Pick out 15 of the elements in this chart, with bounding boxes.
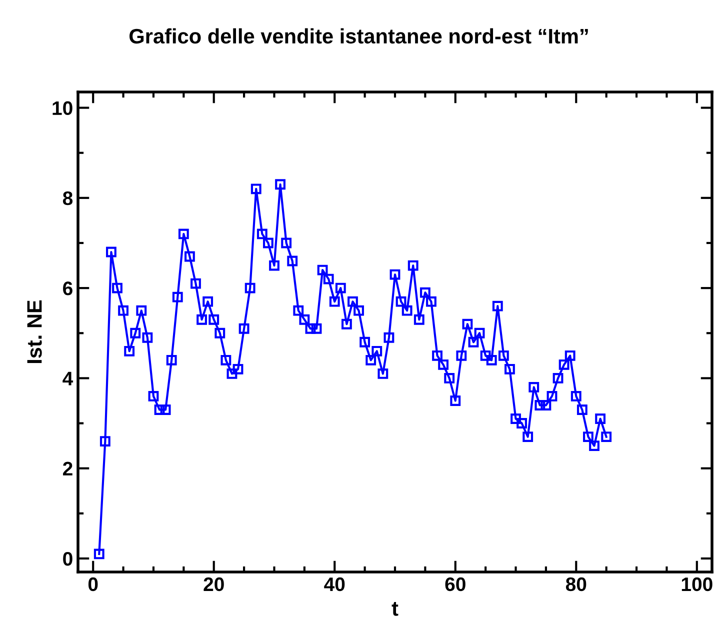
x-tick-label: 100 [682, 577, 712, 592]
x-axis-title: t [392, 602, 398, 616]
x-tick-label: 60 [445, 577, 466, 592]
x-tick-label: 0 [88, 577, 98, 592]
y-tick-label: 6 [63, 282, 72, 296]
y-tick-label: 0 [63, 552, 72, 566]
y-tick-label: 4 [62, 372, 74, 386]
y-tick-label: 2 [63, 462, 72, 476]
y-axis-title: Ist. NE [27, 300, 42, 364]
y-tick-label: 10 [52, 101, 72, 116]
x-tick-label: 40 [324, 577, 345, 592]
chart-title: Grafico delle vendite istantanee nord-est “Itm” [129, 28, 588, 44]
x-tick-label: 20 [204, 577, 224, 592]
y-tick-label: 8 [62, 191, 73, 206]
x-tick-label: 80 [566, 577, 586, 592]
